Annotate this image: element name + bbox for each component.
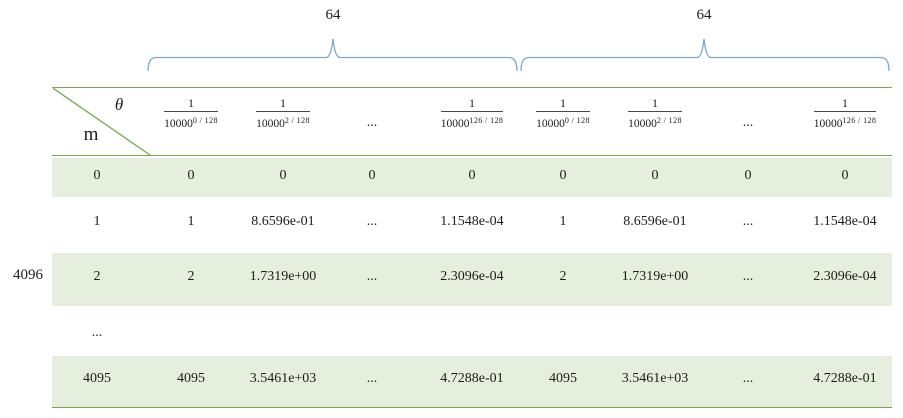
header-divider-line xyxy=(52,154,892,156)
table-cell: 1.7319e+00 xyxy=(621,269,689,284)
brace-count-label: 64 xyxy=(696,7,712,23)
fraction-denominator: 10000126 / 128 xyxy=(813,116,877,130)
theta-corner-label: θ xyxy=(114,95,124,114)
table-cell: ... xyxy=(366,214,378,229)
table-cell: 4.7288e-01 xyxy=(440,371,504,386)
dimension-brace-left xyxy=(147,38,518,72)
row-header-cell: ... xyxy=(91,325,103,340)
column-header-fraction: 1 100000 / 128 xyxy=(133,97,249,132)
table-cell: 1 xyxy=(559,214,567,229)
table-cell: 1 xyxy=(187,214,195,229)
table-cell: 0 xyxy=(559,168,567,183)
table-cell: 0 xyxy=(744,168,752,183)
fraction-denominator: 100000 / 128 xyxy=(164,116,218,130)
table-cell: ... xyxy=(366,269,378,284)
fraction-denominator: 100002 / 128 xyxy=(256,116,310,130)
fraction-denominator: 100000 / 128 xyxy=(536,116,590,130)
table-cell: 1.1548e-04 xyxy=(440,214,504,229)
table-cell: 1.1548e-04 xyxy=(813,214,877,229)
column-header-fraction: 1 100002 / 128 xyxy=(225,97,341,132)
table-cell: 4095 xyxy=(177,371,205,386)
fraction: 1 100000 / 128 xyxy=(164,97,218,131)
table-cell: 2 xyxy=(559,269,567,284)
fraction-numerator: 1 xyxy=(256,97,310,112)
brace-count-label: 64 xyxy=(325,7,341,23)
fraction-exponent: 2 / 128 xyxy=(656,116,682,125)
table-cell: 2.3096e-04 xyxy=(440,269,504,284)
column-header-fraction: 1 10000126 / 128 xyxy=(787,97,903,132)
fraction-numerator: 1 xyxy=(813,97,877,112)
column-header-fraction: 1 10000126 / 128 xyxy=(414,97,530,132)
table-cell: ... xyxy=(742,371,754,386)
row-highlight-band xyxy=(52,253,892,306)
fraction-numerator: 1 xyxy=(164,97,218,112)
table-cell: 4095 xyxy=(549,371,577,386)
column-header-ellipsis: ... xyxy=(742,115,754,130)
table-cell: ... xyxy=(742,214,754,229)
row-header-cell: 4095 xyxy=(83,371,111,386)
fraction-exponent: 0 / 128 xyxy=(192,116,218,125)
fraction: 1 100002 / 128 xyxy=(256,97,310,131)
matrix-row-count-label: 4096 xyxy=(13,267,43,283)
table-border-bottom xyxy=(52,407,892,409)
dimension-brace-right xyxy=(520,38,890,72)
row-highlight-band xyxy=(52,356,892,407)
fraction: 1 100000 / 128 xyxy=(536,97,590,131)
table-border-top xyxy=(52,87,892,89)
table-cell: 3.5461e+03 xyxy=(249,371,317,386)
column-header-fraction: 1 100002 / 128 xyxy=(597,97,713,132)
table-cell: 0 xyxy=(651,168,659,183)
column-header-fraction: 1 100000 / 128 xyxy=(505,97,621,132)
table-cell: 0 xyxy=(841,168,849,183)
fraction: 1 10000126 / 128 xyxy=(813,97,877,131)
column-header-ellipsis: ... xyxy=(366,115,378,130)
table-cell: 2.3096e-04 xyxy=(813,269,877,284)
fraction-exponent: 0 / 128 xyxy=(564,116,590,125)
fraction-denominator: 10000126 / 128 xyxy=(440,116,504,130)
table-cell: 0 xyxy=(468,168,476,183)
fraction-exponent: 126 / 128 xyxy=(469,116,504,125)
fraction-numerator: 1 xyxy=(536,97,590,112)
fraction-exponent: 126 / 128 xyxy=(842,116,877,125)
table-cell: ... xyxy=(366,371,378,386)
fraction-numerator: 1 xyxy=(628,97,682,112)
table-cell: 3.5461e+03 xyxy=(621,371,689,386)
fraction-denominator: 100002 / 128 xyxy=(628,116,682,130)
table-cell: 4.7288e-01 xyxy=(813,371,877,386)
table-cell: 0 xyxy=(279,168,287,183)
table-cell: 8.6596e-01 xyxy=(251,214,315,229)
row-highlight-band xyxy=(52,158,892,197)
row-header-cell: 0 xyxy=(93,168,101,183)
fraction-exponent: 2 / 128 xyxy=(284,116,310,125)
m-corner-label: m xyxy=(83,124,99,145)
row-header-cell: 1 xyxy=(93,214,101,229)
table-cell: 0 xyxy=(368,168,376,183)
table-cell: 1.7319e+00 xyxy=(249,269,317,284)
table-cell: 8.6596e-01 xyxy=(623,214,687,229)
table-cell: 0 xyxy=(187,168,195,183)
fraction: 1 100002 / 128 xyxy=(628,97,682,131)
table-cell: ... xyxy=(742,269,754,284)
fraction-numerator: 1 xyxy=(440,97,504,112)
row-header-cell: 2 xyxy=(93,269,101,284)
fraction: 1 10000126 / 128 xyxy=(440,97,504,131)
table-cell: 2 xyxy=(187,269,195,284)
